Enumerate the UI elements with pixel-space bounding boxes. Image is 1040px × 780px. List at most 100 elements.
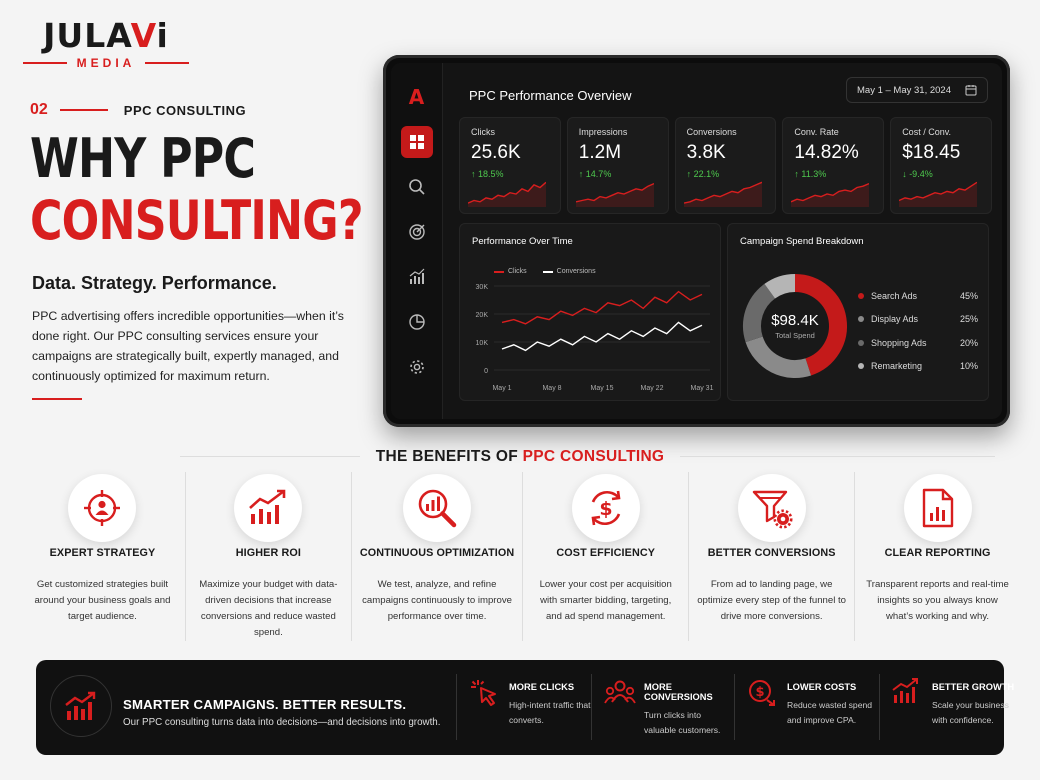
banner-item-title: LOWER COSTS	[787, 682, 857, 692]
x-tick-label: May 15	[591, 385, 614, 392]
legend-label: Search Ads	[871, 290, 918, 301]
kpi-value: 1.2M	[578, 142, 622, 163]
page-title: WHY PPC CONSULTING?	[30, 128, 364, 252]
banner-item-title: MORE CONVERSIONS	[644, 682, 713, 702]
growth-bars-icon	[50, 675, 112, 737]
x-tick-label: May 31	[691, 385, 714, 392]
benefit-cost-efficiency: $ COST EFFICIENCY Lower your cost per ac…	[522, 472, 688, 641]
report-icon	[903, 474, 972, 542]
dollar-down-icon: $	[747, 674, 779, 740]
donut-total-label: Total Spend	[775, 331, 815, 340]
brand-logo: JULAVi MEDIA	[22, 18, 190, 70]
brand-name-accent: V	[130, 16, 157, 55]
kpi-sparkline	[468, 181, 546, 207]
banner-item-desc: Reduce wasted spend and improve CPA.	[787, 700, 873, 725]
brand-wordmark: JULAVi	[22, 18, 190, 54]
kpi-card-impressions[interactable]: Impressions 1.2M ↑ 14.7%	[566, 117, 669, 214]
svg-text:$: $	[599, 498, 612, 520]
benefit-title: CONTINUOUS OPTIMIZATION	[359, 547, 515, 559]
tagline: Data. Strategy. Performance.	[32, 273, 277, 293]
kpi-card-clicks[interactable]: Clicks 25.6K ↑ 18.5%	[459, 117, 561, 214]
legend-item-conversions: Conversions	[542, 268, 596, 275]
campaign-spend-panel: Campaign Spend Breakdown $98.4K Total Sp…	[727, 223, 989, 401]
people-icon	[604, 674, 636, 740]
target-person-icon	[68, 474, 137, 542]
kpi-value: 14.82%	[794, 142, 859, 163]
x-tick-label: May 1	[492, 385, 511, 392]
gear-icon[interactable]	[401, 351, 433, 383]
legend-value: 25%	[959, 314, 978, 325]
benefit-continuous-optimization: CONTINUOUS OPTIMIZATION We test, analyze…	[350, 472, 522, 641]
spend-legend: Search Ads 45% Display Ads 25% Shopping Ads 2…	[858, 284, 978, 378]
kpi-card-cost-per-conv[interactable]: Cost / Conv. $18.45 ↓ -9.4%	[890, 117, 992, 214]
section-number: 02	[30, 101, 48, 118]
x-tick-label: May 22	[641, 385, 664, 392]
benefit-desc: Maximize your budget with data-driven de…	[199, 579, 338, 638]
benefit-desc: From ad to landing page, we optimize eve…	[697, 579, 847, 622]
divider	[680, 456, 995, 457]
benefit-better-conversions: BETTER CONVERSIONS From ad to landing pa…	[688, 472, 854, 641]
banner-item-more-conversions: MORE CONVERSIONS Turn clicks into valuabl…	[591, 674, 734, 740]
kpi-value: 3.8K	[686, 142, 726, 163]
pie-icon[interactable]	[401, 306, 433, 338]
kpi-delta: ↓ -9.4%	[902, 169, 933, 179]
brand-sub: MEDIA	[22, 56, 190, 70]
benefits-grid: EXPERT STRATEGY Get customized strategie…	[20, 472, 1020, 641]
sparkline-line	[791, 182, 870, 203]
legend-value: 10%	[959, 361, 978, 372]
kpi-sparkline	[791, 182, 870, 207]
benefit-expert-strategy: EXPERT STRATEGY Get customized strategie…	[20, 472, 185, 641]
sparkline-area	[899, 182, 978, 207]
legend-label: Display Ads	[871, 314, 919, 325]
dashboard-logo-icon[interactable]: A	[401, 81, 433, 113]
divider	[59, 109, 108, 111]
funnel-gear-icon	[737, 474, 806, 542]
kpi-card-conv-rate[interactable]: Conv. Rate 14.82% ↑ 11.3%	[782, 117, 885, 214]
kpi-value: 25.6K	[471, 142, 521, 163]
kpi-card-conversions[interactable]: Conversions 3.8K ↑ 22.1%	[674, 117, 777, 214]
sparkline-line	[575, 182, 654, 203]
svg-text:$: $	[755, 685, 764, 700]
growth-bars-icon	[892, 674, 924, 740]
search-icon[interactable]	[401, 171, 433, 203]
benefits-title-accent: PPC CONSULTING	[522, 448, 665, 465]
donut-slice-display-ads	[745, 336, 812, 378]
benefit-desc: Get customized strategies built around y…	[34, 579, 171, 622]
legend-dot	[858, 316, 864, 323]
kpi-sparkline	[575, 182, 654, 207]
benefit-desc: Lower your cost per acquisition with sma…	[539, 579, 672, 622]
brand-name-right: i	[156, 16, 169, 55]
spend-legend-item: Remarketing 10%	[858, 355, 978, 379]
grid-icon[interactable]	[400, 126, 433, 158]
banner-subtitle: Our PPC consulting turns data into decis…	[123, 717, 441, 728]
benefit-desc: Transparent reports and real-time insigh…	[866, 579, 1009, 622]
kpi-delta: ↑ 18.5%	[471, 169, 504, 179]
section-label-row: 02 PPC CONSULTING	[30, 101, 246, 119]
sparkline-line	[899, 181, 978, 202]
banner-item-more-clicks: MORE CLICKS High-intent traffic that conv…	[456, 674, 591, 740]
intro-text: PPC advertising offers incredible opport…	[32, 309, 344, 383]
y-tick-label: 0	[484, 368, 488, 375]
legend-label: Remarketing	[871, 361, 923, 372]
target-icon[interactable]	[401, 216, 433, 248]
performance-over-time-panel: Performance Over Time Clicks Conversions…	[459, 223, 721, 401]
kpi-row: Clicks 25.6K ↑ 18.5% Impressions 1.2M ↑ …	[459, 117, 992, 214]
series-line-conversions	[501, 321, 703, 352]
kpi-sparkline	[683, 181, 762, 207]
kpi-sparkline	[899, 181, 978, 207]
donut-slice-shopping-ads	[743, 283, 776, 343]
banner-title: SMARTER CAMPAIGNS. BETTER RESULTS.	[123, 697, 407, 712]
line-chart: 30K 20K 10K 0 May 1 May 8 May 15 May 22 May 31	[476, 284, 714, 392]
calendar-icon	[965, 85, 977, 96]
legend-label: Shopping Ads	[871, 337, 927, 348]
benefits-title: THE BENEFITS OF PPC CONSULTING	[0, 448, 1040, 466]
date-range-picker[interactable]: May 1 – May 31, 2024	[846, 77, 988, 103]
legend-dot	[858, 363, 864, 370]
y-tick-label: 20K	[476, 312, 489, 319]
kpi-label: Cost / Conv.	[902, 127, 952, 137]
banner-item-desc: High-intent traffic that converts.	[509, 700, 591, 725]
dashboard-screen: A PPC Performance Overview May 1 –	[391, 63, 1002, 419]
banner-item-desc: Turn clicks into valuable customers.	[644, 710, 721, 735]
chart-icon[interactable]	[401, 261, 433, 293]
legend-item-clicks: Clicks	[494, 268, 527, 275]
